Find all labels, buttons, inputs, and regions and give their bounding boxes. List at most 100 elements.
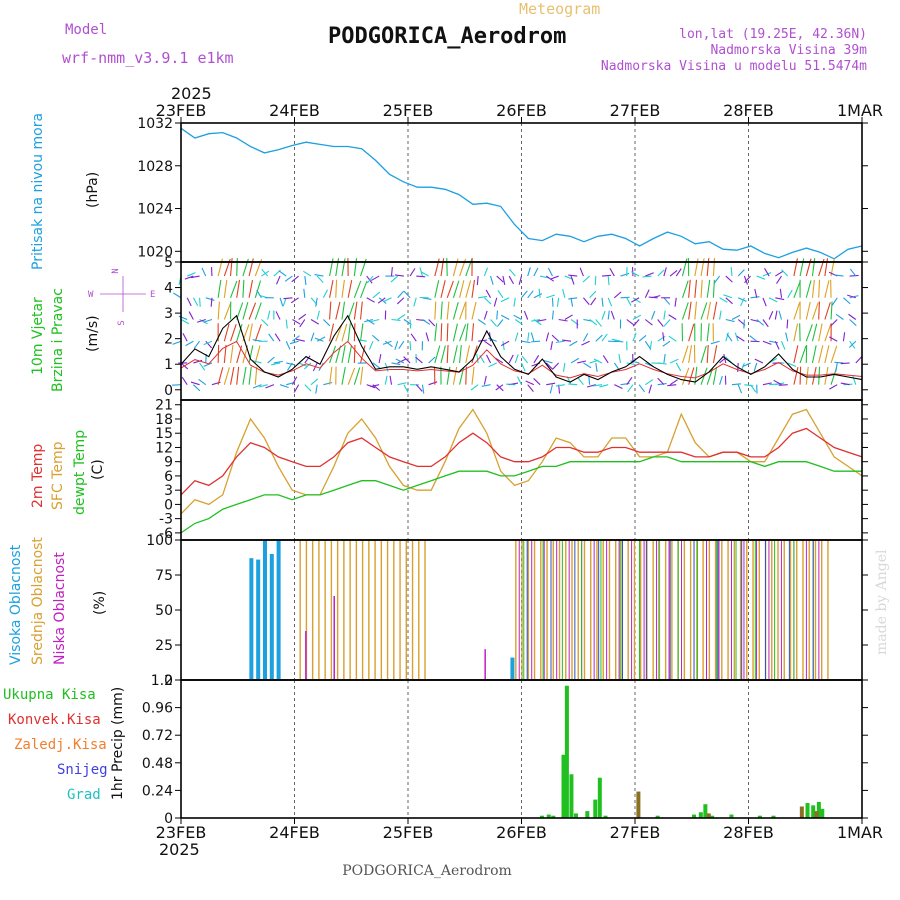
wind-barb xyxy=(186,272,196,277)
wind-barb xyxy=(712,258,716,277)
wind-barb xyxy=(403,384,409,393)
precip-total-bar xyxy=(698,812,703,818)
wind-barb xyxy=(779,288,783,298)
wind-barb xyxy=(335,324,343,342)
wind-barb xyxy=(614,340,624,343)
wind-barb xyxy=(762,319,769,328)
wind-barb xyxy=(465,366,467,385)
pressure-line xyxy=(180,127,863,260)
wind-barb xyxy=(849,319,857,326)
wind-barb xyxy=(669,358,679,364)
high-cloud-bar xyxy=(510,657,515,680)
y-tick-label: 1032 xyxy=(137,116,173,132)
compass-s: S xyxy=(117,320,127,325)
wind-barb xyxy=(577,377,584,386)
wind-barb xyxy=(595,319,602,327)
wind-barb xyxy=(283,297,293,300)
wind-barb xyxy=(391,362,401,366)
legend-total-rain: Ukupna Kisa xyxy=(3,687,96,703)
wind-barb xyxy=(434,323,438,342)
wind-barb xyxy=(611,338,621,342)
wind-barb xyxy=(521,340,531,344)
wind-barb xyxy=(562,339,572,342)
wind-barb xyxy=(811,258,816,277)
wind-barb xyxy=(618,353,622,364)
wind-barb xyxy=(592,384,603,387)
y-tick-label: 1.2 xyxy=(151,673,173,689)
wind-barb xyxy=(465,345,471,364)
wind-barb xyxy=(555,384,565,387)
wind-barb xyxy=(530,332,535,342)
wind-barb xyxy=(477,319,486,326)
x-tick-label-top: 1MAR xyxy=(837,101,883,120)
precip-mixed-bar xyxy=(814,811,819,818)
wind-barb xyxy=(341,366,346,385)
wind-barb xyxy=(254,280,262,298)
wind-barb xyxy=(675,268,682,277)
wind-barb xyxy=(668,314,677,320)
wind-barb xyxy=(230,280,238,298)
wind-barb xyxy=(648,384,653,394)
wind-barb xyxy=(314,337,324,342)
wind-barb xyxy=(229,345,234,364)
wind-barb xyxy=(483,310,488,320)
wind-barb xyxy=(688,323,695,342)
wind-barb xyxy=(440,323,443,342)
wind-barb xyxy=(706,301,711,320)
wind-barb xyxy=(681,367,690,385)
wind-barb xyxy=(291,376,298,385)
wind-barb xyxy=(835,313,844,320)
wind-barb xyxy=(446,344,449,363)
y-tick-label: 18 xyxy=(155,412,173,428)
wind-barb xyxy=(304,355,311,364)
wind-barb xyxy=(583,362,592,369)
wind-barb xyxy=(681,302,689,320)
wind-barb xyxy=(403,290,411,299)
wind-barb xyxy=(768,311,774,320)
wind-barb xyxy=(452,280,460,298)
wind-barb xyxy=(726,333,733,342)
wind-barb xyxy=(631,297,640,303)
wind-compass-icon: N W E S xyxy=(88,268,155,325)
wind-barb xyxy=(589,319,598,326)
wind-barb xyxy=(737,269,745,277)
wind-barb xyxy=(377,297,386,304)
wind-barb xyxy=(360,280,368,298)
wind-barb xyxy=(787,362,797,367)
wind-barb xyxy=(258,384,268,388)
wind-barb xyxy=(781,269,789,277)
wind-barb xyxy=(254,302,262,320)
wind-barb xyxy=(496,310,499,320)
wind-barb xyxy=(774,340,780,350)
wind-barb xyxy=(694,258,699,277)
wind-barb xyxy=(180,319,190,325)
wind-barb xyxy=(359,366,364,385)
wind-barb xyxy=(223,302,232,320)
wind-barb xyxy=(533,293,543,299)
temp-unit: (C) xyxy=(90,459,106,480)
wind-barb xyxy=(252,360,262,364)
wind-barb xyxy=(681,345,689,364)
high-cloud-bar xyxy=(276,540,281,680)
wind-barb xyxy=(391,318,401,321)
wind-barb xyxy=(303,362,312,370)
high-cloud-ylabel: Visoka Oblacnost xyxy=(8,544,24,665)
wind-barb xyxy=(663,310,666,320)
wind-barb xyxy=(434,301,437,320)
wind-barb xyxy=(644,340,651,349)
wind-barb xyxy=(303,270,312,277)
wind-barb xyxy=(470,384,479,391)
wind-barb xyxy=(562,362,566,372)
wind-barb xyxy=(712,345,718,364)
wind-barb xyxy=(744,275,751,284)
wind-barb xyxy=(282,297,287,307)
wind-barb xyxy=(667,384,677,387)
wind-barb xyxy=(581,340,590,346)
wind-barb xyxy=(595,334,603,342)
wind-barb xyxy=(440,345,446,364)
wind-barb xyxy=(564,314,573,320)
precip-total-bar xyxy=(710,815,715,818)
x-tick-label-top: 27FEB xyxy=(610,101,661,120)
wind-barb xyxy=(471,301,477,320)
x-tick-label-bottom: 1MAR xyxy=(837,823,883,842)
